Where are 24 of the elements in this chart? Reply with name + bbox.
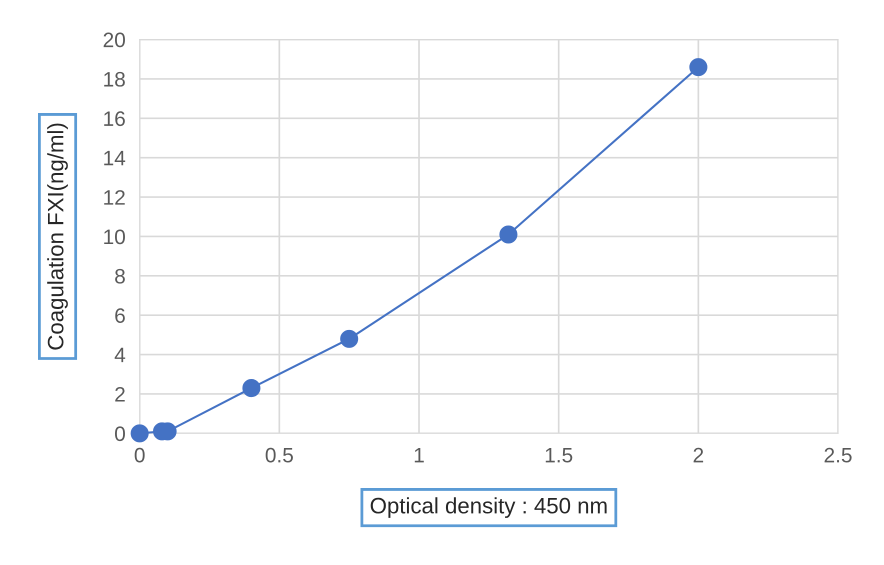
x-tick-label: 0 bbox=[134, 448, 145, 463]
y-tick-label: 8 bbox=[115, 268, 125, 284]
point bbox=[499, 225, 518, 244]
point bbox=[130, 424, 149, 442]
x-axis-title: Optical density : 450 nm bbox=[370, 497, 607, 518]
y-tick-label: 18 bbox=[104, 72, 125, 87]
point bbox=[242, 379, 260, 398]
y-axis-title: Coagulation FXI(ng/ml) bbox=[47, 124, 68, 350]
x-tick-label: 2.5 bbox=[824, 448, 852, 463]
y-tick-label: 14 bbox=[104, 150, 126, 166]
y-tick-label: 2 bbox=[115, 386, 125, 402]
y-tick-label: 4 bbox=[114, 348, 126, 362]
x-tick-label: 2 bbox=[694, 448, 704, 462]
x-tick-label: 1 bbox=[414, 448, 424, 462]
x-tick-label: 1.5 bbox=[546, 448, 572, 463]
point bbox=[689, 58, 708, 76]
x-tick-label: 0.5 bbox=[266, 448, 293, 463]
y-tick-label: 6 bbox=[115, 308, 125, 323]
point bbox=[340, 330, 358, 348]
y-tick-label: 0 bbox=[115, 426, 125, 442]
y-tick-label: 12 bbox=[104, 190, 125, 205]
y-tick-label: 20 bbox=[104, 32, 125, 48]
y-tick-label: 16 bbox=[104, 111, 125, 126]
y-tick-label: 10 bbox=[104, 229, 125, 244]
